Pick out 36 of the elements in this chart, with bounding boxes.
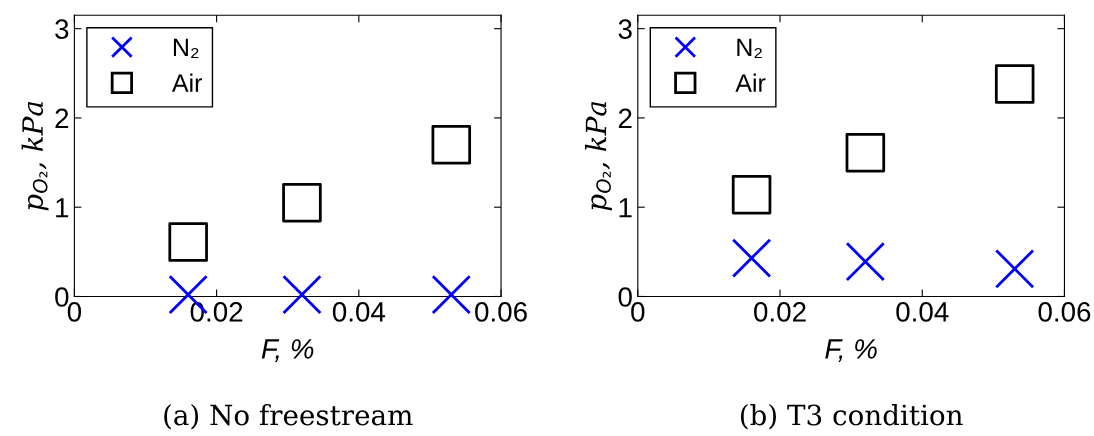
x-tick-label: 0.04 bbox=[332, 302, 386, 322]
legend-label: N₂ bbox=[173, 38, 199, 59]
x-tick-label: 0.02 bbox=[754, 302, 806, 322]
x-tick-label: 0.06 bbox=[475, 302, 527, 322]
x-tick-label: 0 bbox=[631, 302, 645, 322]
x-tick-label: 0.06 bbox=[1038, 302, 1091, 322]
point bbox=[282, 182, 322, 223]
y-tick-label: 1 bbox=[619, 198, 632, 218]
point bbox=[731, 238, 772, 278]
legend-label: Air bbox=[171, 73, 203, 92]
text: (b) T3 condition bbox=[740, 403, 963, 430]
y-tick-label: 1 bbox=[56, 198, 69, 218]
y-tick-label: 2 bbox=[618, 108, 632, 128]
y-tick-label: 3 bbox=[55, 19, 69, 39]
y-axis-title: p$_{O₂}$, kPa bbox=[21, 101, 49, 211]
point bbox=[845, 241, 886, 282]
point bbox=[731, 174, 772, 215]
point bbox=[845, 132, 886, 173]
x-tick-label: 0.02 bbox=[190, 302, 243, 322]
point bbox=[282, 274, 322, 315]
point bbox=[994, 64, 1035, 104]
point bbox=[431, 124, 472, 165]
y-tick-label: 0 bbox=[55, 287, 69, 307]
y-tick-label: 0 bbox=[618, 287, 632, 307]
text: (a) No freestream bbox=[164, 403, 413, 430]
x-tick-label: 0.04 bbox=[896, 302, 949, 322]
y-tick-label: 3 bbox=[618, 19, 632, 39]
y-tick-label: 2 bbox=[55, 108, 69, 128]
x-axis-title: F, % bbox=[825, 339, 877, 363]
point bbox=[431, 274, 472, 315]
legend-label: Air bbox=[735, 73, 766, 92]
y-axis-title: p$_{O₂}$, kPa bbox=[584, 101, 612, 211]
x-axis-title: F, % bbox=[261, 339, 314, 363]
point bbox=[994, 249, 1035, 289]
point bbox=[168, 222, 208, 262]
legend-label: N₂ bbox=[737, 38, 762, 59]
